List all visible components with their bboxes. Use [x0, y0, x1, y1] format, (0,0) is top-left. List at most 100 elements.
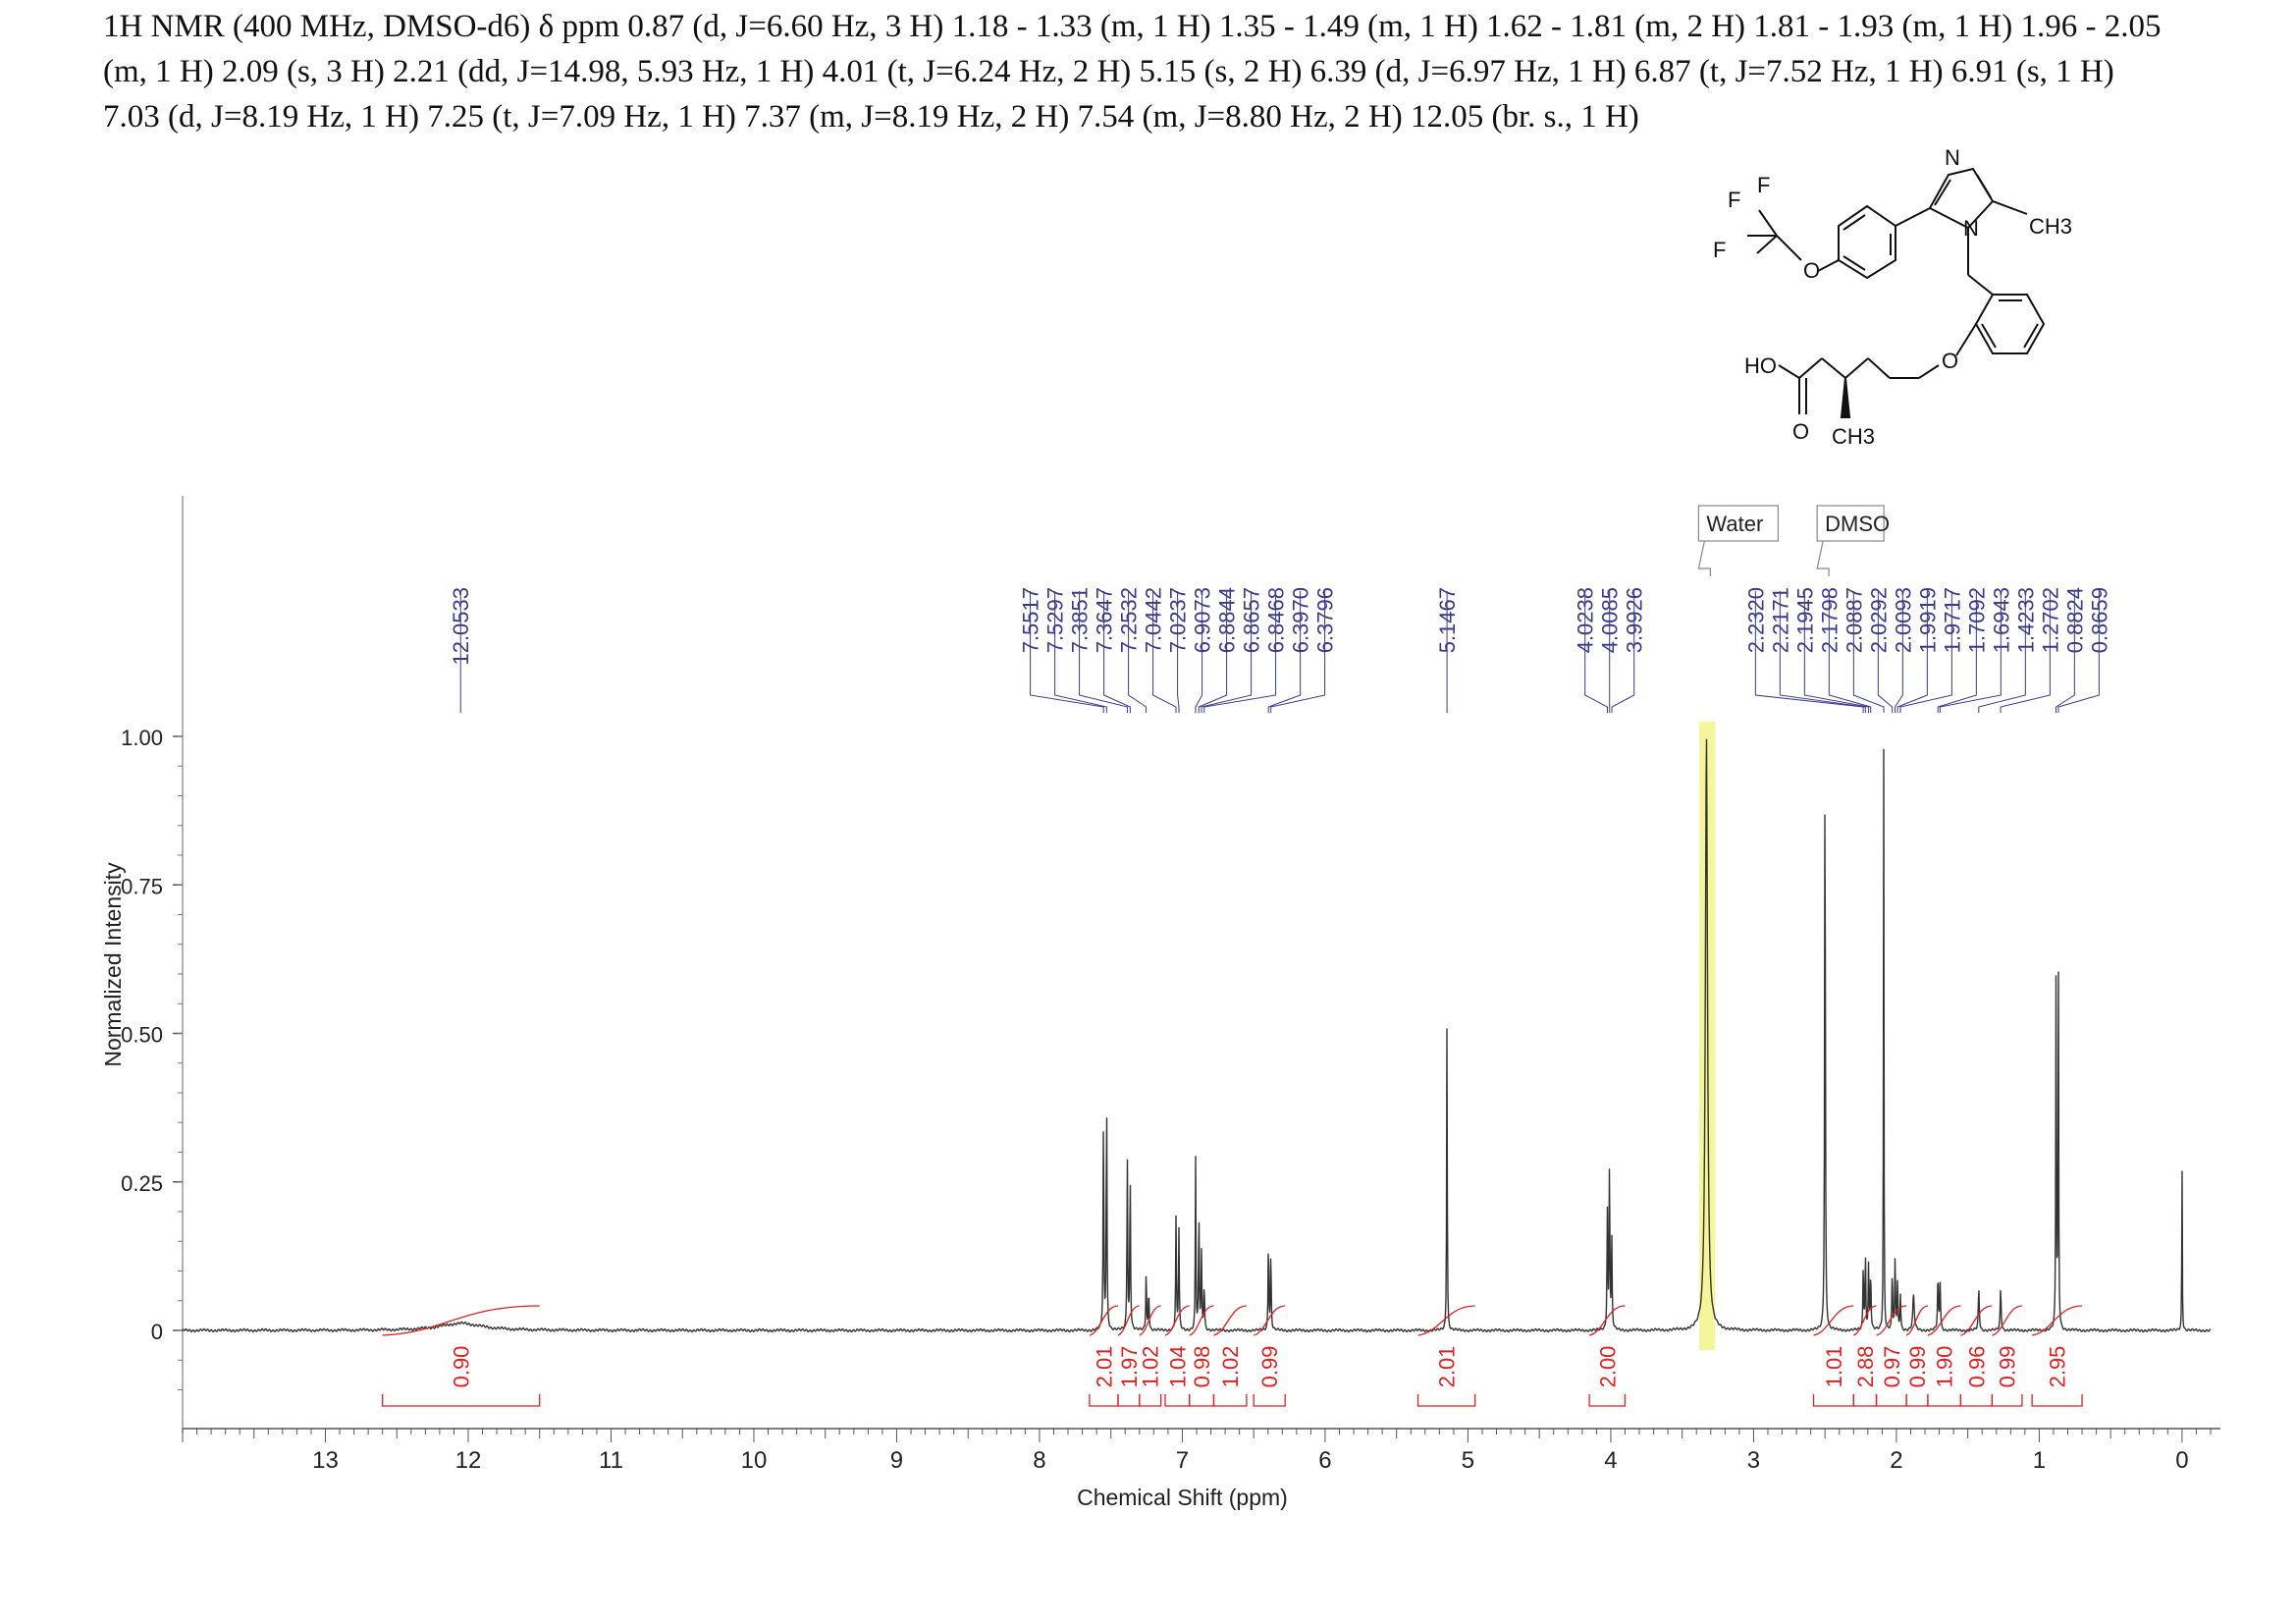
solvent-box — [1697, 505, 1780, 542]
integral-value: 2.01 — [1435, 1346, 1460, 1388]
x-tick-label: 8 — [1033, 1447, 1045, 1474]
x-tick-label: 3 — [1747, 1447, 1760, 1474]
integral-bracket — [1812, 1394, 1854, 1407]
peak-label-connector — [1754, 591, 1864, 713]
x-tick-label: 6 — [1318, 1447, 1331, 1474]
integral-value: 2.88 — [1853, 1346, 1878, 1388]
x-tick-label: 4 — [1604, 1447, 1617, 1474]
integral-bracket — [1416, 1394, 1476, 1407]
integral-value: 0.99 — [1257, 1346, 1282, 1388]
solvent-label: Water — [1706, 512, 1763, 536]
integral-value: 1.01 — [1822, 1346, 1846, 1388]
peak-label-group: 2.2320 2.2171 2.1945 2.1798 2.0887 2.0292 2.00… — [1743, 587, 2111, 713]
integral-curve — [1813, 1305, 1854, 1336]
integral-region: 1.02 — [1212, 1305, 1248, 1407]
integral-curve — [1992, 1305, 2023, 1336]
atom-label-hydroxyl: HO — [1744, 353, 1777, 378]
imidazole-double-bond — [1976, 174, 1992, 198]
chain-bond — [1844, 357, 1869, 379]
integral-bracket — [1253, 1394, 1286, 1407]
integral-curve — [1876, 1305, 1907, 1336]
peak-label-connector — [1937, 591, 1977, 713]
integral-curve — [1253, 1305, 1286, 1336]
benzyl-bond — [1967, 274, 1994, 296]
peak-label-connector — [1939, 591, 2002, 713]
peak-label-connector — [1198, 591, 1228, 713]
description-line-1: 1H NMR (400 MHz, DMSO-d6) δ ppm 0.87 (d,… — [103, 9, 2162, 44]
integral-bracket — [1905, 1394, 1929, 1407]
integral-region: 1.97 — [1117, 1305, 1142, 1407]
atom-label-f: F — [1757, 173, 1770, 197]
structure-atom-labels: N N F F F O CH3 HO O O CH3 — [1713, 145, 2072, 449]
methyl-bond — [1992, 200, 2028, 215]
peak-label-connector — [2057, 591, 2100, 713]
peak-label-connector — [2000, 591, 2051, 713]
peak-label-connector — [1828, 591, 1872, 713]
chemical-structure — [1747, 167, 2046, 418]
peak-label-connector — [1895, 591, 1903, 713]
solvent-pointer — [1697, 540, 1712, 576]
peak-label-connector — [1978, 591, 2026, 713]
integral-region: 0.99 — [1991, 1305, 2023, 1407]
peak-label-connector — [1203, 591, 1277, 713]
integral-region: 0.90 — [382, 1305, 541, 1407]
integral-bracket — [1139, 1394, 1162, 1407]
integral-curve — [1189, 1305, 1214, 1336]
x-tick-label: 13 — [312, 1447, 339, 1474]
integral-curve — [1213, 1305, 1248, 1336]
stereo-wedge — [1840, 377, 1851, 418]
aryl-imidazole-bond — [1895, 207, 1931, 227]
integral-curve — [1588, 1305, 1626, 1336]
x-axis-label: Chemical Shift (ppm) — [1077, 1485, 1288, 1510]
y-tick-label: 0.25 — [121, 1171, 163, 1196]
integral-region: 1.02 — [1139, 1305, 1163, 1407]
integral-bracket — [1089, 1394, 1119, 1407]
atom-label-f: F — [1728, 188, 1740, 212]
phenoxy-ring — [1974, 294, 2046, 354]
aryl-oxygen-bond — [1817, 259, 1840, 272]
integral-curve — [1960, 1305, 1993, 1336]
integral-region: 2.01 — [1416, 1305, 1476, 1407]
x-tick-label: 1 — [2033, 1447, 2046, 1474]
hydroxyl-bond — [1778, 364, 1800, 379]
atom-label-methyl: CH3 — [2029, 214, 2072, 239]
integral-value: 1.97 — [1117, 1346, 1142, 1388]
atom-label-ether-o: O — [1942, 349, 1958, 373]
atom-label-n: N — [1945, 145, 1960, 170]
chain-bond — [1821, 357, 1846, 379]
peak-label-connector — [1267, 591, 1302, 713]
description-line-3: 7.03 (d, J=8.19 Hz, 1 H) 7.25 (t, J=7.09… — [103, 99, 1639, 135]
ether-bond — [1955, 323, 1977, 356]
solvent-pointer — [1816, 540, 1830, 576]
peak-label-connector — [1270, 591, 1326, 713]
peak-label-connector — [1779, 591, 1866, 713]
integral-value: 1.90 — [1933, 1346, 1957, 1388]
x-tick-label: 0 — [2175, 1447, 2188, 1474]
phenoxy-double-bond — [1981, 323, 1997, 349]
integral-region: 0.99 — [1905, 1305, 1930, 1407]
integral-region: 0.98 — [1189, 1305, 1215, 1407]
x-tick-label: 12 — [455, 1447, 482, 1474]
integral-bracket — [1927, 1394, 1962, 1407]
integral-curve — [1089, 1305, 1119, 1336]
integral-bracket — [1959, 1394, 1994, 1407]
integral-region: 2.88 — [1852, 1305, 1878, 1407]
c-f-bond — [1756, 235, 1778, 254]
peak-label-group: 5.1467 — [1435, 587, 1460, 713]
integral-region: 0.99 — [1253, 1305, 1286, 1407]
x-tick-label: 5 — [1462, 1447, 1474, 1474]
integral-region: 1.04 — [1164, 1305, 1191, 1407]
integral-bracket — [1189, 1394, 1215, 1407]
aryl-double-bond — [1842, 255, 1866, 271]
integral-value: 1.02 — [1218, 1346, 1243, 1388]
x-tick-label: 7 — [1176, 1447, 1189, 1474]
integral-curve — [1927, 1305, 1961, 1336]
peak-label-connector — [1177, 591, 1180, 713]
peak-label-group: 7.5517 7.5297 7.3851 7.3647 7.2532 7.0442 7.02… — [1019, 587, 1338, 713]
integral-bracket — [1875, 1394, 1907, 1407]
x-tick-label: 9 — [890, 1447, 903, 1474]
integral-region: 2.01 — [1089, 1305, 1119, 1407]
integral-value: 1.04 — [1165, 1346, 1190, 1388]
integral-curve — [382, 1305, 540, 1336]
